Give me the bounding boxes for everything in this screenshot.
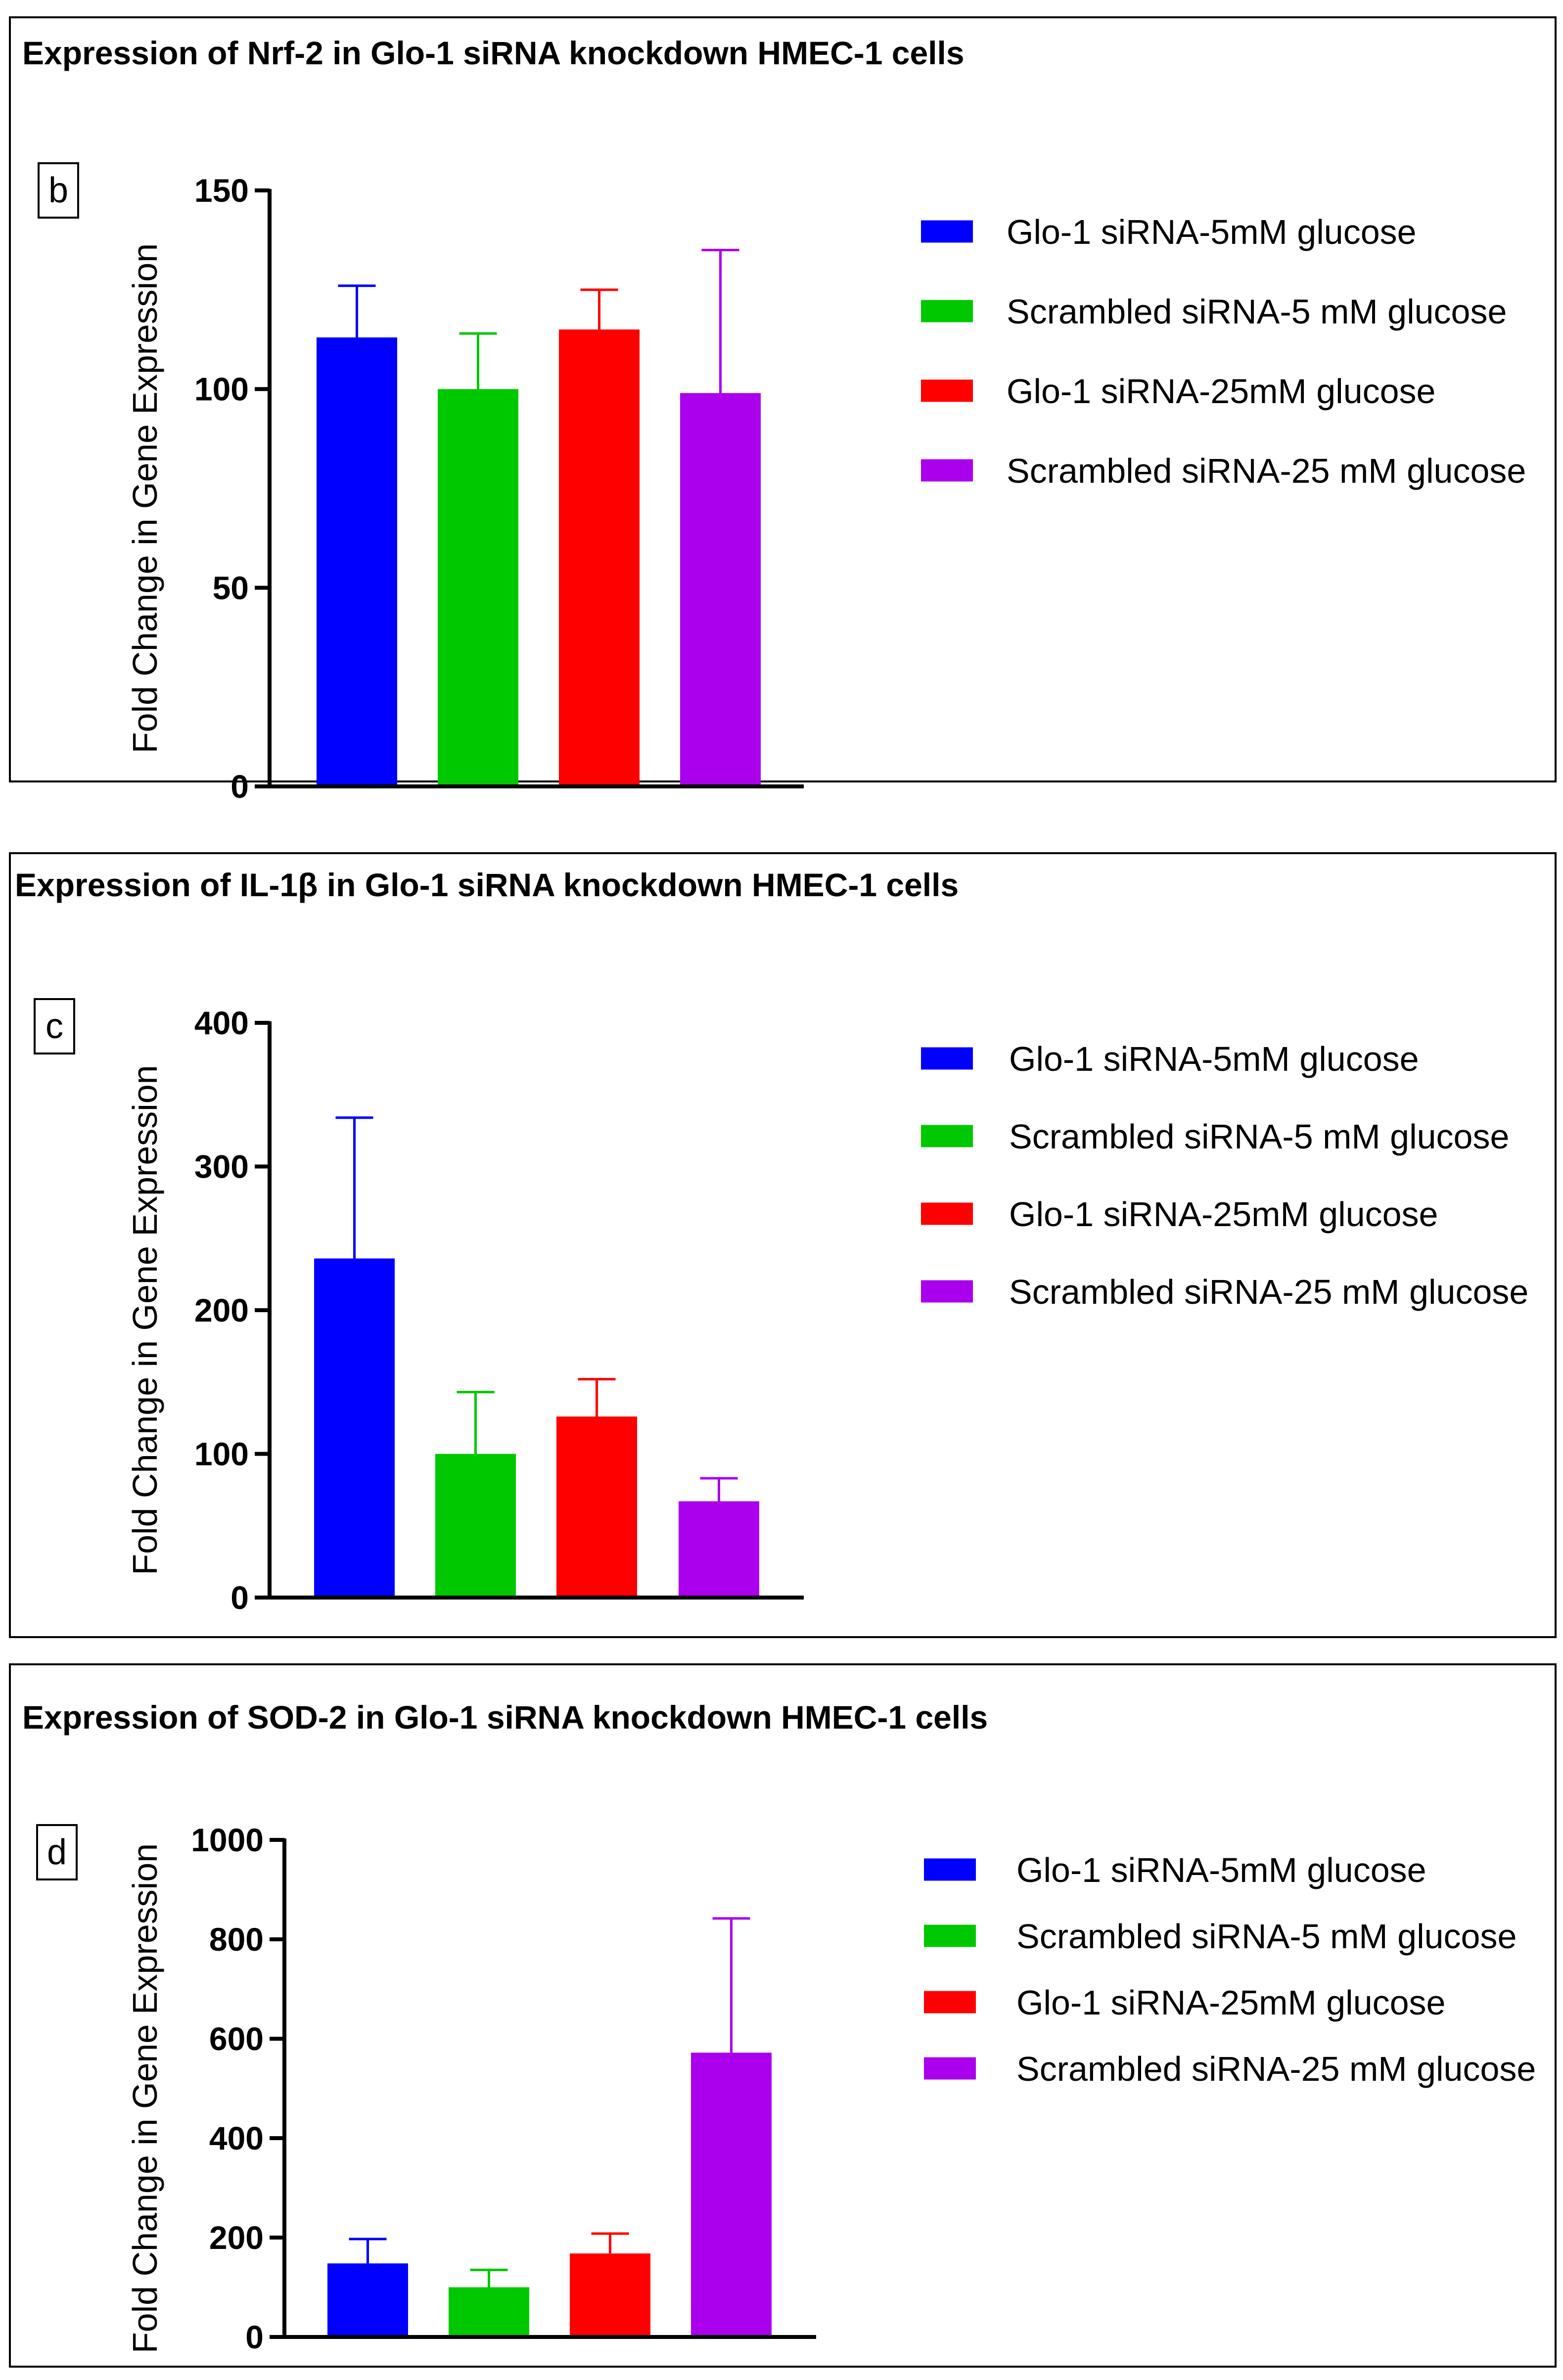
- y-tick-label: 100: [194, 1436, 249, 1472]
- panel-letter: b: [48, 171, 68, 210]
- y-tick-label: 100: [194, 371, 249, 408]
- bar: [556, 1416, 637, 1598]
- y-tick-label: 300: [194, 1148, 249, 1185]
- legend-label: Glo-1 siRNA-5mM glucose: [1009, 1040, 1419, 1078]
- legend-swatch: [921, 1202, 973, 1225]
- legend-swatch: [921, 1280, 973, 1303]
- y-tick-label: 400: [194, 1005, 249, 1041]
- y-tick-label: 600: [209, 2020, 264, 2057]
- bar: [327, 2263, 408, 2337]
- legend-label: Glo-1 siRNA-5mM glucose: [1016, 1851, 1426, 1889]
- y-tick-label: 400: [209, 2120, 264, 2156]
- legend-label: Glo-1 siRNA-25mM glucose: [1007, 372, 1435, 411]
- y-tick-label: 0: [230, 1579, 249, 1616]
- legend-label: Glo-1 siRNA-5mM glucose: [1007, 213, 1417, 251]
- panel-letter: c: [46, 1007, 63, 1046]
- legend-swatch: [921, 220, 973, 243]
- bar: [317, 337, 397, 786]
- legend-swatch: [921, 1047, 973, 1070]
- y-tick-label: 1000: [191, 1822, 264, 1858]
- bar: [570, 2253, 650, 2337]
- legend-label: Glo-1 siRNA-25mM glucose: [1009, 1195, 1438, 1234]
- legend-swatch: [921, 1125, 973, 1147]
- y-tick-label: 200: [194, 1292, 249, 1328]
- y-tick-label: 800: [209, 1921, 264, 1958]
- chart-panel-c: Expression of IL-1β in Glo-1 siRNA knock…: [9, 852, 1557, 1638]
- legend: Glo-1 siRNA-5mM glucose Scrambled siRNA-5…: [924, 1851, 1536, 2088]
- y-tick-label: 200: [209, 2219, 264, 2256]
- bar: [449, 2287, 529, 2337]
- bar: [438, 389, 518, 786]
- chart-panel-b: Expression of Nrf-2 in Glo-1 siRNA knock…: [9, 16, 1557, 805]
- y-tick-label: 150: [194, 172, 249, 209]
- legend-swatch: [924, 1924, 976, 1947]
- y-axis-label: Fold Change in Gene Expression: [126, 1843, 164, 2353]
- y-tick-label: 0: [230, 768, 249, 805]
- legend-label: Scrambled siRNA-25 mM glucose: [1007, 452, 1526, 490]
- panel-letter: d: [47, 1832, 67, 1872]
- legend-swatch: [924, 1858, 976, 1881]
- y-axis-label: Fold Change in Gene Expression: [126, 243, 164, 753]
- panel-frame: [9, 1663, 1557, 2368]
- panel-letter-box: [38, 162, 79, 219]
- legend-label: Scrambled siRNA-5 mM glucose: [1007, 292, 1507, 331]
- bar: [679, 1501, 759, 1598]
- y-tick-label: 0: [245, 2319, 264, 2355]
- bar: [559, 329, 640, 786]
- bar: [691, 2053, 772, 2337]
- bar: [314, 1258, 395, 1598]
- legend-swatch: [921, 459, 973, 482]
- bar: [435, 1454, 516, 1598]
- panel-frame: [9, 16, 1557, 782]
- y-tick-label: 50: [213, 569, 249, 606]
- legend-label: Scrambled siRNA-5 mM glucose: [1009, 1117, 1509, 1156]
- legend-label: Scrambled siRNA-25 mM glucose: [1009, 1273, 1528, 1311]
- legend-swatch: [921, 379, 973, 402]
- legend-label: Scrambled siRNA-5 mM glucose: [1016, 1917, 1517, 1956]
- legend-swatch: [924, 2057, 976, 2080]
- legend-swatch: [921, 300, 973, 322]
- panel-letter-box: [36, 1824, 78, 1880]
- panel-letter-box: [34, 998, 75, 1054]
- legend: Glo-1 siRNA-5mM glucose Scrambled siRNA-5…: [921, 1040, 1528, 1311]
- panel-frame: [9, 852, 1557, 1638]
- panel-title: Expression of Nrf-2 in Glo-1 siRNA knock…: [22, 35, 965, 71]
- panel-title: Expression of SOD-2 in Glo-1 siRNA knock…: [22, 1699, 988, 1736]
- panel-title: Expression of IL-1β in Glo-1 siRNA knock…: [15, 867, 959, 903]
- legend: Glo-1 siRNA-5mM glucose Scrambled siRNA-5…: [921, 213, 1526, 490]
- bar: [680, 393, 761, 786]
- y-axis-label: Fold Change in Gene Expression: [126, 1065, 164, 1575]
- chart-panel-d: Expression of SOD-2 in Glo-1 siRNA knock…: [9, 1663, 1557, 2368]
- legend-swatch: [924, 1991, 976, 2014]
- legend-label: Scrambled siRNA-25 mM glucose: [1016, 2050, 1536, 2088]
- legend-label: Glo-1 siRNA-25mM glucose: [1016, 1983, 1445, 2022]
